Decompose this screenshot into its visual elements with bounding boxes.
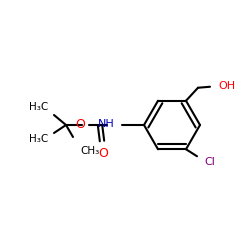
Text: O: O: [75, 118, 85, 130]
Text: H₃C: H₃C: [29, 134, 48, 144]
Text: OH: OH: [218, 81, 235, 91]
Text: Cl: Cl: [204, 157, 215, 167]
Text: NH: NH: [98, 119, 115, 129]
Text: H₃C: H₃C: [29, 102, 48, 112]
Text: O: O: [98, 147, 108, 160]
Text: CH₃: CH₃: [80, 146, 99, 156]
